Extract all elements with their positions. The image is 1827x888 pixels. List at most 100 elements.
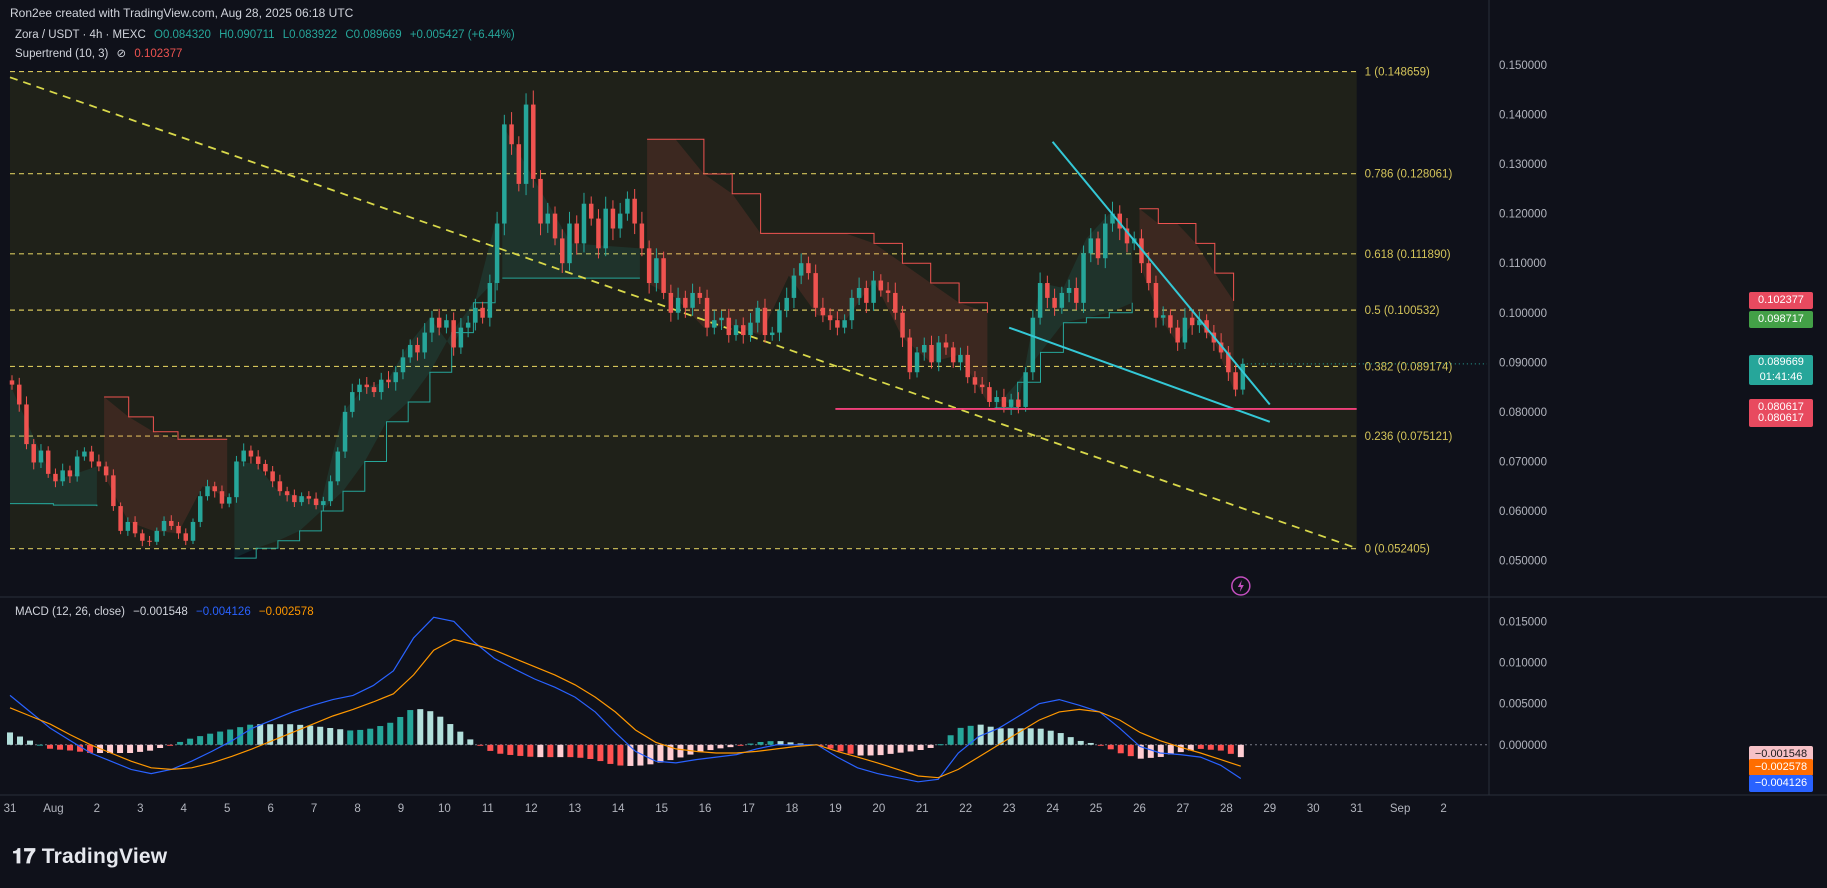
macd-histogram-bar — [127, 744, 134, 753]
candle-body — [1168, 315, 1173, 328]
candle-body — [885, 290, 891, 293]
price-badge: 0.089669 01:41:46 — [1749, 355, 1813, 386]
macd-histogram-bar — [637, 744, 644, 766]
candle-body — [581, 203, 587, 244]
macd-histogram-bar — [827, 744, 834, 749]
macd-histogram-bar — [547, 744, 554, 758]
candle — [1124, 218, 1130, 253]
supertrend-legend[interactable]: Supertrend (10, 3) ⊘ 0.102377 — [15, 46, 187, 60]
candle — [1074, 277, 1079, 310]
macd-signal-line — [9, 638, 1241, 779]
candle-body — [668, 292, 674, 313]
candle-body — [697, 292, 703, 298]
price-tick-label: 0.120000 — [1499, 209, 1547, 221]
candle-body — [769, 332, 775, 336]
candle-body — [147, 540, 152, 542]
macd-histogram-bar — [937, 744, 944, 746]
macd-histogram-bar — [907, 744, 914, 752]
candle-body — [502, 124, 507, 224]
macd-histogram-bar — [347, 730, 354, 745]
fib-label-0.618: 0.618 (0.111890) — [1365, 249, 1451, 261]
time-tick-label: 18 — [786, 803, 799, 815]
candle-body — [350, 392, 355, 412]
candle-body — [125, 521, 131, 531]
price-badge: 0.098717 — [1749, 310, 1813, 328]
candle — [798, 253, 804, 285]
candle-body — [1204, 320, 1209, 333]
time-tick-label: 3 — [137, 803, 143, 815]
candle — [132, 516, 138, 538]
candle-body — [509, 124, 514, 145]
candle-body — [342, 411, 348, 452]
macd-histogram-bar — [1197, 744, 1204, 749]
macd-histogram-bar — [507, 744, 514, 755]
fib-label-0.382: 0.382 (0.089174) — [1365, 361, 1453, 373]
tradingview-logo[interactable]: 𝟏𝟕 TradingView — [12, 845, 167, 869]
candle-body — [364, 384, 370, 388]
candle — [161, 516, 167, 536]
candle — [581, 192, 587, 253]
candle — [806, 256, 811, 280]
candle — [726, 308, 732, 343]
candle — [972, 371, 978, 394]
time-tick-label: 6 — [267, 803, 273, 815]
candle — [444, 314, 449, 334]
macd-legend[interactable]: MACD (12, 26, close) −0.001548 −0.004126… — [15, 606, 319, 618]
candle-body — [842, 320, 847, 328]
candle — [719, 310, 724, 330]
candle-body — [704, 297, 710, 328]
candle — [379, 372, 384, 400]
candle-body — [552, 213, 558, 239]
candle-body — [784, 297, 789, 311]
candle-body — [777, 310, 782, 333]
candle — [183, 528, 189, 546]
macd-histogram-bar — [397, 716, 404, 745]
candle — [277, 474, 283, 496]
candle — [436, 308, 442, 336]
candle — [502, 114, 507, 236]
candle-body — [444, 320, 449, 328]
candle-body — [603, 208, 608, 249]
candle — [16, 377, 22, 412]
macd-histogram-bar — [577, 744, 584, 758]
candle-body — [386, 379, 391, 383]
candle-body — [379, 379, 384, 393]
time-tick-label: 10 — [438, 803, 451, 815]
price-tick-label: 0.060000 — [1499, 506, 1547, 518]
candle — [1059, 286, 1065, 314]
candle-body — [415, 344, 420, 353]
time-tick-label: Sep — [1390, 803, 1410, 815]
price-tick-label: 0.080000 — [1499, 407, 1547, 419]
candle-body — [1045, 283, 1050, 298]
candle — [364, 377, 370, 394]
candle — [820, 297, 826, 323]
candle — [263, 459, 268, 476]
candle — [654, 248, 659, 292]
candle-body — [38, 450, 44, 463]
candle-body — [856, 287, 862, 298]
candle-body — [965, 354, 970, 378]
macd-histogram-bar — [867, 744, 874, 756]
supertrend-symbol: ⊘ — [116, 48, 127, 60]
candle-body — [277, 481, 283, 492]
macd-histogram-bar — [517, 744, 524, 756]
candle — [878, 274, 884, 297]
macd-histogram-bar — [257, 724, 264, 745]
price-tick-label: 0.100000 — [1499, 308, 1547, 320]
candle-body — [878, 280, 884, 291]
supertrend-fill-1 — [104, 397, 228, 534]
candle — [24, 396, 29, 450]
supertrend-line-5 — [994, 302, 1133, 409]
macd-histogram-bar — [1087, 742, 1094, 745]
candle-body — [567, 223, 572, 264]
symbol-pair[interactable]: Zora / USDT · 4h · MEXC — [15, 29, 146, 41]
candle-body — [226, 497, 232, 504]
candle-body — [1160, 315, 1166, 318]
macd-histogram-bar — [757, 741, 764, 745]
candle-body — [74, 456, 80, 477]
candle-body — [31, 444, 36, 463]
candle — [567, 211, 572, 271]
time-tick-label: 28 — [1220, 803, 1233, 815]
candle — [458, 318, 464, 354]
